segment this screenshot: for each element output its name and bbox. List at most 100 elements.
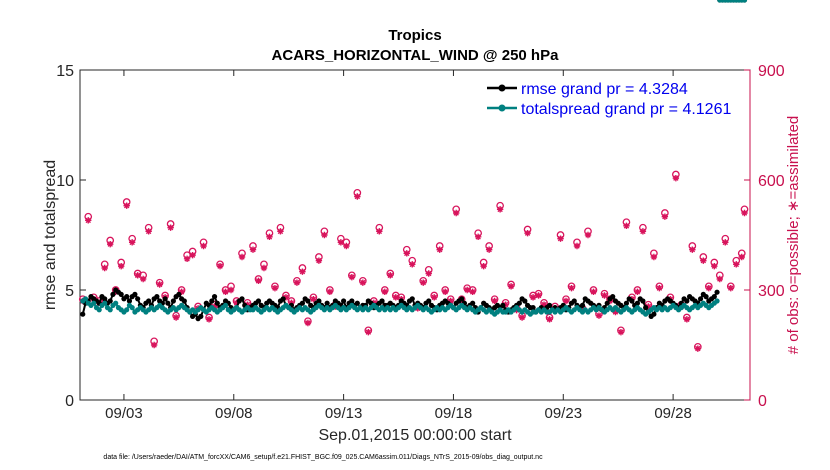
rmse-point [703,294,709,300]
obs-assimilated-marker [700,257,707,264]
y2-tick-label: 0 [758,393,767,410]
obs-assimilated-marker [733,261,740,268]
obs-assimilated-marker [420,279,427,286]
totalspread-point [714,298,720,304]
legend-rmse-marker [498,84,506,92]
rmse-point [255,298,262,304]
plot-area [79,69,751,401]
obs-assimilated-marker [376,228,383,235]
obs-assimilated-marker [474,233,482,241]
rmse-point [684,298,690,304]
obs-assimilated-marker [741,209,748,217]
rmse-point [500,302,506,308]
rmse-point [102,296,108,302]
obs-assimilated-marker [507,283,515,290]
rmse-point [170,298,176,304]
obs-assimilated-marker [634,288,641,296]
obs-assimilated-marker [150,341,158,349]
y2-tick-label: 600 [758,173,785,190]
obs-assimilated-marker [414,305,421,312]
rmse-point [604,300,610,306]
obs-assimilated-marker [123,202,130,209]
rmse-point [459,296,465,302]
rmse-point [697,296,704,302]
rmse-point [634,300,641,306]
obs-assimilated-marker [299,268,306,275]
rmse-point [209,298,215,304]
obs-assimilated-marker [524,229,531,237]
data-file-footnote: data file: /Users/raeder/DAI/ATM_forcXX/… [103,454,543,461]
rmse-point [110,291,116,297]
obs-assimilated-marker [452,209,460,217]
obs-assimilated-marker [266,233,273,241]
obs-assimilated-marker [546,316,553,323]
rmse-point [211,294,218,300]
rmse-point [409,296,415,302]
obs-assimilated-marker [595,312,603,319]
x-axis: 09/03 09/08 09/13 09/18 09/23 09/28 [105,70,692,422]
obs-assimilated-marker [304,319,312,327]
obs-assimilated-marker [244,301,251,308]
totalspread-point [96,307,102,313]
rmse-point [324,300,330,306]
obs-assimilated-marker [277,228,284,235]
obs-assimilated-marker [689,246,696,253]
obs-assimilated-marker [722,239,729,246]
obs-assimilated-marker [727,284,734,292]
totalspread-point [82,296,89,302]
rmse-point [176,291,182,297]
obs-assimilated-marker [101,264,108,272]
obs-assimilated-marker [436,246,443,253]
y-tick-label: 15 [56,63,74,80]
legend: rmse grand pr = 4.3284 totalspread grand… [487,81,731,118]
obs-assimilated-marker [128,239,136,246]
obs-assimilated-marker [321,231,328,239]
obs-assimilated-marker [315,257,323,264]
obs-assimilated-marker [238,253,246,261]
rmse-point [643,305,649,311]
totalspread-point [107,307,113,313]
obs-assimilated-marker [255,277,262,285]
rmse-point [610,294,616,300]
y-tick-label: 10 [56,173,74,190]
chart-subtitle: ACARS_HORIZONTAL_WIND @ 250 hPa [272,47,560,64]
obs-assimilated-marker [343,242,350,250]
obs-assimilated-marker [392,294,399,301]
obs-assimilated-marker [282,294,290,301]
y-axis-right: 0 300 600 900 [744,63,785,410]
rmse-point [239,296,245,302]
x-tick-label: 09/28 [654,405,692,422]
totalspread-point [102,300,108,306]
obs-assimilated-marker [557,235,564,242]
obs-assimilated-marker [205,316,213,323]
obs-assimilated-marker [540,301,548,308]
obs-assimilated-marker [178,288,185,296]
obs-assimilated-marker [337,239,345,246]
rmse-point [629,298,635,304]
rmse-point [305,298,311,304]
obs-assimilated-marker [409,261,416,268]
totalspread-point [124,307,130,313]
obs-assimilated-marker [354,193,361,200]
rmse-point [165,300,171,306]
obs-assimilated-marker [584,231,592,239]
totalspread-point [113,300,119,306]
obs-assimilated-marker [496,206,504,213]
obs-assimilated-marker [617,328,625,336]
y-tick-label: 0 [65,393,74,410]
obs-assimilated-marker [694,345,702,352]
obs-assimilated-marker [222,288,229,296]
rmse-point [107,298,113,304]
obs-assimilated-marker [442,288,449,296]
obs-assimilated-marker [348,273,356,281]
obs-assimilated-marker [716,275,723,283]
y-axis-right-label: # of obs: o=possible; ∗=assimilated [785,116,802,355]
obs-assimilated-marker [573,242,581,250]
obs-assimilated-marker [590,288,597,296]
obs-assimilated-marker [139,275,147,283]
rmse-point [135,296,141,302]
rmse-point [354,300,360,306]
rmse-point [349,298,355,304]
totalspread-point [222,302,229,308]
